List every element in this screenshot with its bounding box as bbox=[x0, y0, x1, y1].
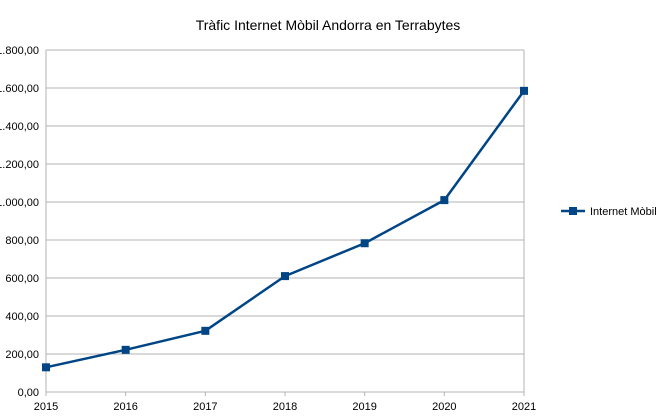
gridlines bbox=[46, 49, 524, 393]
data-point bbox=[360, 239, 369, 248]
data-point bbox=[281, 272, 289, 281]
y-tick-label: 200,00 bbox=[5, 349, 39, 361]
x-axis-ticks: 2015 2016 2017 2018 2019 2020 2021 bbox=[34, 392, 536, 413]
y-tick-label: 1.600,00 bbox=[0, 83, 39, 95]
y-axis-ticks: 0,00 200,00 400,00 600,00 800,00 1.000,00 1.20… bbox=[0, 45, 39, 399]
data-point bbox=[42, 363, 50, 372]
data-point bbox=[121, 345, 130, 354]
x-tick-label: 2016 bbox=[113, 401, 137, 413]
y-tick-label: 600,00 bbox=[5, 273, 39, 285]
legend-marker-swatch bbox=[569, 207, 577, 215]
y-tick-label: 400,00 bbox=[5, 311, 39, 323]
series-layer bbox=[42, 86, 528, 372]
x-tick-label: 2021 bbox=[512, 401, 536, 413]
y-tick-label: 1.800,00 bbox=[0, 45, 39, 57]
y-tick-label: 1.200,00 bbox=[0, 159, 39, 171]
data-point bbox=[440, 196, 449, 205]
series-line bbox=[45, 90, 526, 369]
legend: Internet Mòbil bbox=[561, 206, 656, 218]
y-tick-label: 0,00 bbox=[18, 387, 39, 399]
y-tick-label: 1.400,00 bbox=[0, 121, 39, 133]
x-tick-label: 2019 bbox=[352, 401, 376, 413]
x-tick-label: 2017 bbox=[193, 401, 217, 413]
data-point bbox=[520, 86, 528, 95]
x-tick-label: 2015 bbox=[34, 401, 58, 413]
axes bbox=[45, 50, 525, 393]
legend-label-internet-mobil: Internet Mòbil bbox=[590, 206, 656, 218]
y-tick-label: 800,00 bbox=[5, 235, 39, 247]
x-tick-label: 2020 bbox=[432, 401, 456, 413]
chart-title: Tràfic Internet Mòbil Andorra en Terraby… bbox=[196, 17, 461, 33]
data-point bbox=[201, 326, 210, 335]
y-tick-label: 1.000,00 bbox=[0, 197, 39, 209]
x-tick-label: 2018 bbox=[273, 401, 297, 413]
